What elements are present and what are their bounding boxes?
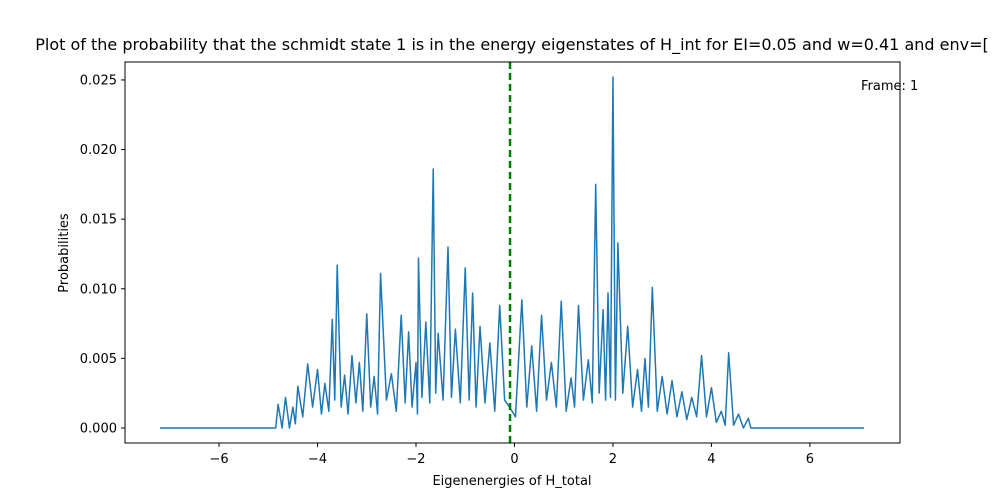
line-series <box>159 76 865 429</box>
plot-frame <box>124 61 901 444</box>
y-tick-label: 0.010 <box>80 282 117 297</box>
y-tick-label: 0.000 <box>80 421 117 436</box>
y-tick-label: 0.025 <box>80 73 117 88</box>
chart-title: Plot of the probability that the schmidt… <box>35 35 988 55</box>
x-tick-label: 6 <box>806 452 814 467</box>
x-tick-label: 0 <box>510 452 518 467</box>
x-axis-label: Eigenenergies of H_total <box>432 474 591 489</box>
y-tick-label: 0.020 <box>80 143 117 158</box>
y-axis-label: Probabilities <box>57 213 72 293</box>
x-tick-label: 2 <box>609 452 617 467</box>
x-tick-label: −4 <box>308 452 327 467</box>
y-tick-label: 0.005 <box>80 352 117 367</box>
y-tick-label: 0.015 <box>80 213 117 228</box>
x-tick-label: −2 <box>406 452 425 467</box>
x-tick-label: −6 <box>209 452 228 467</box>
annotation: Frame: 1 <box>861 79 918 94</box>
x-tick-label: 4 <box>707 452 715 467</box>
